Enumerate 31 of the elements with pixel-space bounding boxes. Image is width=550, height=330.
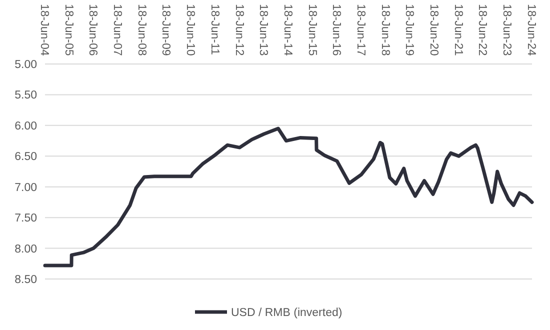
legend-label: USD / RMB (inverted) — [231, 307, 342, 320]
y-tick-label: 5.00 — [14, 59, 37, 72]
x-tick-label: 18-Jun-18 — [378, 4, 391, 56]
x-tick-label: 18-Jun-11 — [208, 4, 220, 55]
x-tick-label: 18-Jun-12 — [232, 4, 245, 56]
x-tick-label: 18-Jun-14 — [281, 4, 294, 56]
x-tick-label: 18-Jun-08 — [135, 4, 148, 56]
x-tick-label: 18-Jun-23 — [500, 4, 513, 56]
y-tick-label: 6.00 — [14, 120, 37, 132]
x-tick-label: 18-Jun-07 — [110, 4, 123, 56]
x-tick-label: 18-Jun-22 — [476, 4, 488, 56]
x-tick-label: 18-Jun-13 — [257, 4, 270, 56]
y-tick-label: 5.50 — [14, 90, 37, 102]
y-tick-label: 8.50 — [14, 274, 37, 286]
x-tick-label: 18-Jun-04 — [38, 4, 50, 56]
x-tick-label: 18-Jun-06 — [86, 4, 99, 56]
x-tick-label: 18-Jun-17 — [354, 4, 367, 56]
x-tick-label: 18-Jun-21 — [452, 4, 464, 56]
x-tick-label: 18-Jun-16 — [330, 4, 342, 56]
x-tick-label: 18-Jun-10 — [184, 4, 196, 56]
x-tick-label: 18-Jun-19 — [403, 4, 416, 56]
y-tick-label: 8.00 — [14, 243, 37, 256]
y-tick-label: 7.50 — [14, 212, 37, 225]
line-series — [43, 126, 534, 268]
x-tick-label: 18-Jun-05 — [62, 4, 74, 56]
y-tick-label: 6.50 — [14, 151, 37, 164]
x-tick-label: 18-Jun-24 — [524, 4, 537, 56]
x-tick-label: 18-Jun-09 — [160, 4, 172, 56]
x-tick-label: 18-Jun-15 — [306, 4, 318, 56]
y-tick-label: 7.00 — [14, 182, 37, 194]
x-tick-label: 18-Jun-20 — [428, 4, 440, 56]
